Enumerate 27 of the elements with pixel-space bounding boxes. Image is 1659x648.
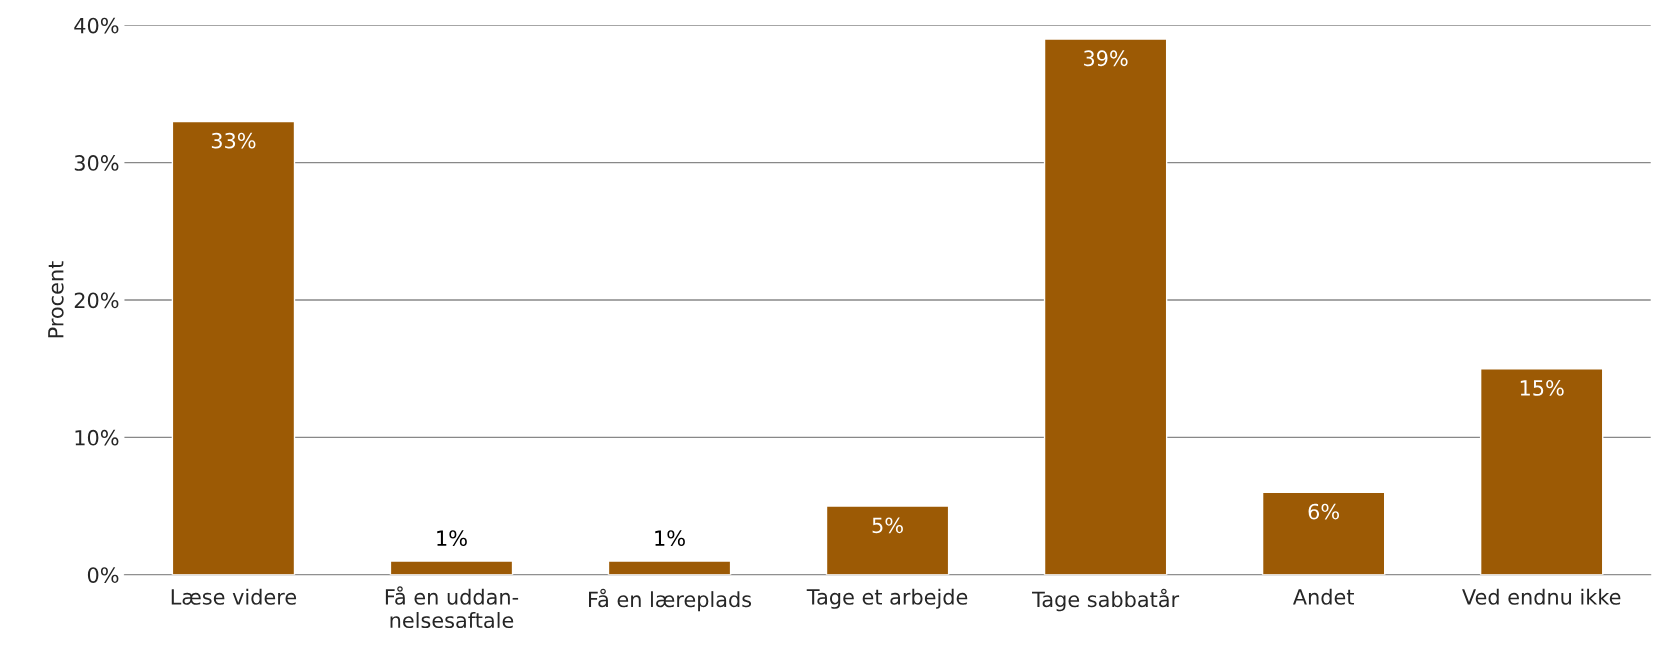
y-tick-label: 0% xyxy=(87,567,119,583)
y-tick-label: 20% xyxy=(74,292,119,309)
data-label: 39% xyxy=(1084,50,1128,67)
data-label: 1% xyxy=(437,530,467,547)
x-tick-label: Få en læreplads xyxy=(589,588,752,612)
y-tick-label: 40% xyxy=(74,17,119,34)
y-tick-label: 10% xyxy=(75,429,119,446)
y-tick-label: 30% xyxy=(74,155,119,171)
x-tick-label: Læse videre xyxy=(171,588,297,605)
bar xyxy=(1261,491,1386,575)
data-label: 5% xyxy=(872,517,903,534)
bar xyxy=(1043,38,1168,575)
data-label: 1% xyxy=(655,530,685,547)
data-label: 33% xyxy=(211,132,256,149)
bar xyxy=(171,120,296,575)
x-tick-label: Andet xyxy=(1292,588,1354,605)
bar xyxy=(607,560,732,575)
data-label: 15% xyxy=(1520,380,1564,396)
bar xyxy=(389,560,514,575)
x-tick-label: Tage sabbatår xyxy=(1032,588,1180,612)
x-tick-label: Tage et arbejde xyxy=(806,588,968,609)
bar xyxy=(1479,368,1604,575)
x-tick-label: Få en uddan- nelsesaftale xyxy=(385,586,519,629)
data-label: 6% xyxy=(1308,503,1340,520)
y-axis-title: Procent xyxy=(48,261,64,338)
bar xyxy=(825,505,950,575)
x-tick-label: Ved endnu ikke xyxy=(1462,588,1621,605)
